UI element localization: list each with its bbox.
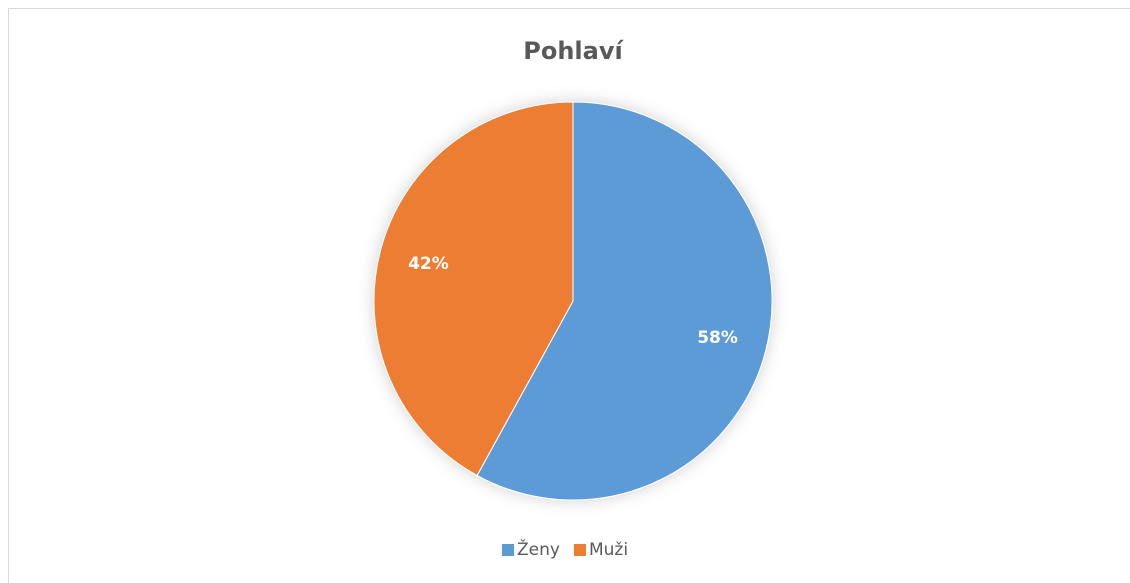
pie [373,101,773,501]
legend-label: Muži [589,540,628,560]
legend-swatch [573,544,586,556]
legend-label: Ženy [517,538,560,560]
legend-swatch [502,544,514,556]
data-label: 58% [697,328,738,348]
data-label: 42% [408,254,449,274]
pie-slice [373,101,574,477]
pie-slice [476,101,773,501]
chart-title: Pohlaví [523,37,624,65]
